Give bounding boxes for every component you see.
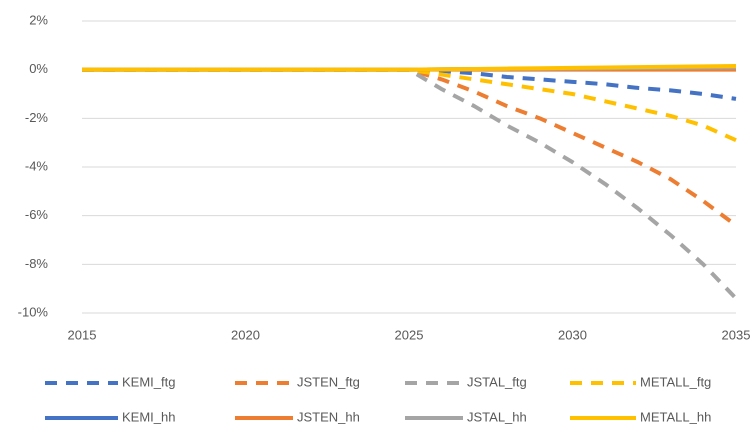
- y-tick-label: -4%: [25, 158, 49, 173]
- x-tick-label: 2020: [231, 327, 260, 342]
- x-tick-label: 2025: [395, 327, 424, 342]
- series-line: [82, 64, 737, 72]
- y-tick-label: -10%: [18, 304, 49, 319]
- legend-label: METALL_ftg: [640, 374, 711, 389]
- legend-label: JSTAL_hh: [467, 409, 527, 424]
- y-tick-label: 0%: [29, 61, 48, 76]
- y-tick-label: -8%: [25, 256, 49, 271]
- x-tick-label: 2015: [68, 327, 97, 342]
- y-tick-label: -6%: [25, 207, 49, 222]
- x-tick-label: 2030: [558, 327, 587, 342]
- x-tick-label: 2035: [722, 327, 751, 342]
- legend-label: JSTAL_ftg: [467, 374, 527, 389]
- series-line: [82, 67, 737, 101]
- legend-label: JSTEN_hh: [297, 409, 360, 424]
- series-line: [82, 67, 737, 143]
- y-tick-label: -2%: [25, 110, 49, 125]
- legend-label: KEMI_ftg: [122, 374, 175, 389]
- y-tick-label: 2%: [29, 12, 48, 27]
- series-line: [82, 67, 738, 228]
- legend-label: METALL_hh: [640, 409, 711, 424]
- legend-label: JSTEN_ftg: [297, 374, 360, 389]
- legend-label: KEMI_hh: [122, 409, 175, 424]
